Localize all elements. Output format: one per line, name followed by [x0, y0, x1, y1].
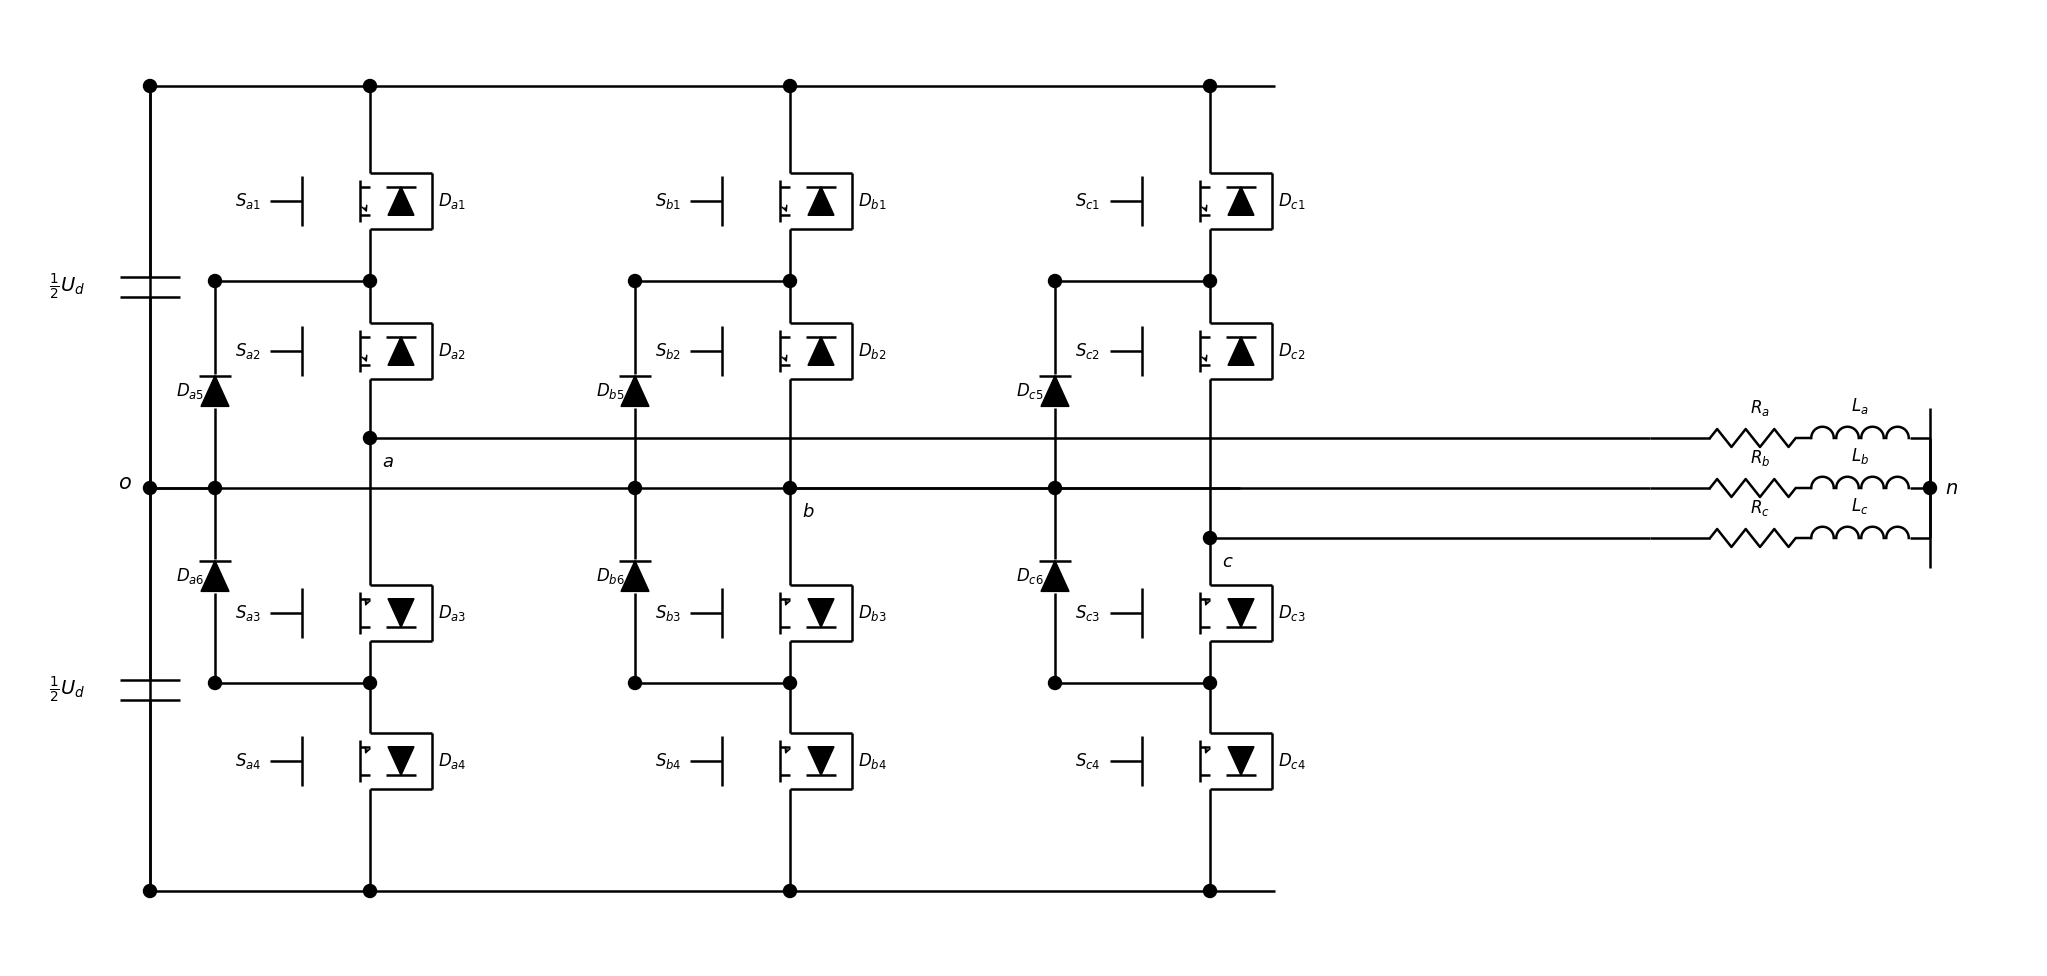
Circle shape [784, 884, 796, 898]
Text: $\frac{1}{2}U_d$: $\frac{1}{2}U_d$ [49, 272, 86, 302]
Circle shape [1204, 274, 1216, 288]
Text: $b$: $b$ [802, 503, 815, 521]
Circle shape [628, 676, 641, 689]
Circle shape [784, 676, 796, 689]
Text: $D_{a6}$: $D_{a6}$ [176, 566, 205, 586]
Circle shape [1924, 481, 1936, 495]
Text: $S_{c2}$: $S_{c2}$ [1075, 341, 1101, 361]
Text: $S_{b3}$: $S_{b3}$ [655, 603, 682, 623]
Text: $R_{b}$: $R_{b}$ [1750, 448, 1771, 468]
Polygon shape [389, 598, 413, 628]
Circle shape [1048, 676, 1062, 689]
Text: $o$: $o$ [119, 473, 131, 493]
Circle shape [1048, 274, 1062, 288]
Polygon shape [1228, 598, 1255, 628]
Text: $D_{c5}$: $D_{c5}$ [1015, 381, 1044, 401]
Text: $D_{c3}$: $D_{c3}$ [1277, 603, 1306, 623]
Polygon shape [201, 560, 229, 591]
Text: $D_{a3}$: $D_{a3}$ [438, 603, 467, 623]
Text: $R_{a}$: $R_{a}$ [1750, 398, 1771, 418]
Circle shape [364, 676, 377, 689]
Text: $D_{b6}$: $D_{b6}$ [596, 566, 624, 586]
Polygon shape [389, 337, 413, 365]
Text: $c$: $c$ [1222, 553, 1234, 571]
Polygon shape [389, 186, 413, 216]
Text: $D_{a5}$: $D_{a5}$ [176, 381, 205, 401]
Text: $S_{b1}$: $S_{b1}$ [655, 191, 682, 211]
Text: $a$: $a$ [383, 453, 393, 471]
Circle shape [1048, 481, 1062, 495]
Circle shape [143, 884, 156, 898]
Circle shape [364, 884, 377, 898]
Polygon shape [620, 560, 649, 591]
Polygon shape [201, 376, 229, 406]
Circle shape [784, 274, 796, 288]
Polygon shape [1228, 747, 1255, 775]
Text: $D_{b3}$: $D_{b3}$ [858, 603, 886, 623]
Circle shape [143, 481, 156, 495]
Text: $n$: $n$ [1945, 478, 1959, 498]
Polygon shape [1042, 376, 1069, 406]
Circle shape [209, 274, 221, 288]
Text: $S_{c1}$: $S_{c1}$ [1075, 191, 1101, 211]
Polygon shape [1228, 337, 1255, 365]
Polygon shape [1042, 560, 1069, 591]
Circle shape [628, 274, 641, 288]
Circle shape [364, 274, 377, 288]
Text: $S_{a3}$: $S_{a3}$ [235, 603, 262, 623]
Circle shape [209, 481, 221, 495]
Text: $D_{b5}$: $D_{b5}$ [596, 381, 624, 401]
Text: $L_{a}$: $L_{a}$ [1850, 396, 1869, 416]
Polygon shape [620, 376, 649, 406]
Text: $D_{a1}$: $D_{a1}$ [438, 191, 467, 211]
Circle shape [364, 79, 377, 93]
Circle shape [209, 676, 221, 689]
Text: $R_{c}$: $R_{c}$ [1750, 498, 1771, 518]
Polygon shape [809, 337, 833, 365]
Text: $D_{a4}$: $D_{a4}$ [438, 751, 467, 771]
Text: $S_{c4}$: $S_{c4}$ [1075, 751, 1101, 771]
Text: $S_{c3}$: $S_{c3}$ [1075, 603, 1101, 623]
Circle shape [1204, 532, 1216, 545]
Polygon shape [389, 747, 413, 775]
Text: $D_{b4}$: $D_{b4}$ [858, 751, 886, 771]
Circle shape [1204, 79, 1216, 93]
Circle shape [364, 431, 377, 444]
Text: $S_{a1}$: $S_{a1}$ [235, 191, 262, 211]
Text: $L_{c}$: $L_{c}$ [1850, 496, 1869, 516]
Circle shape [784, 481, 796, 495]
Text: $D_{b1}$: $D_{b1}$ [858, 191, 886, 211]
Text: $D_{c6}$: $D_{c6}$ [1015, 566, 1044, 586]
Circle shape [143, 79, 156, 93]
Text: $S_{b4}$: $S_{b4}$ [655, 751, 682, 771]
Text: $D_{a2}$: $D_{a2}$ [438, 341, 467, 361]
Text: $D_{b2}$: $D_{b2}$ [858, 341, 886, 361]
Text: $\frac{1}{2}U_d$: $\frac{1}{2}U_d$ [49, 674, 86, 705]
Text: $L_{b}$: $L_{b}$ [1850, 446, 1869, 466]
Circle shape [1204, 676, 1216, 689]
Polygon shape [809, 186, 833, 216]
Text: $S_{a4}$: $S_{a4}$ [235, 751, 262, 771]
Polygon shape [809, 747, 833, 775]
Polygon shape [1228, 186, 1255, 216]
Text: $S_{a2}$: $S_{a2}$ [235, 341, 260, 361]
Text: $S_{b2}$: $S_{b2}$ [655, 341, 682, 361]
Polygon shape [809, 598, 833, 628]
Circle shape [1204, 884, 1216, 898]
Circle shape [628, 481, 641, 495]
Text: $D_{c2}$: $D_{c2}$ [1277, 341, 1306, 361]
Circle shape [784, 79, 796, 93]
Text: $D_{c4}$: $D_{c4}$ [1277, 751, 1306, 771]
Text: $D_{c1}$: $D_{c1}$ [1277, 191, 1306, 211]
